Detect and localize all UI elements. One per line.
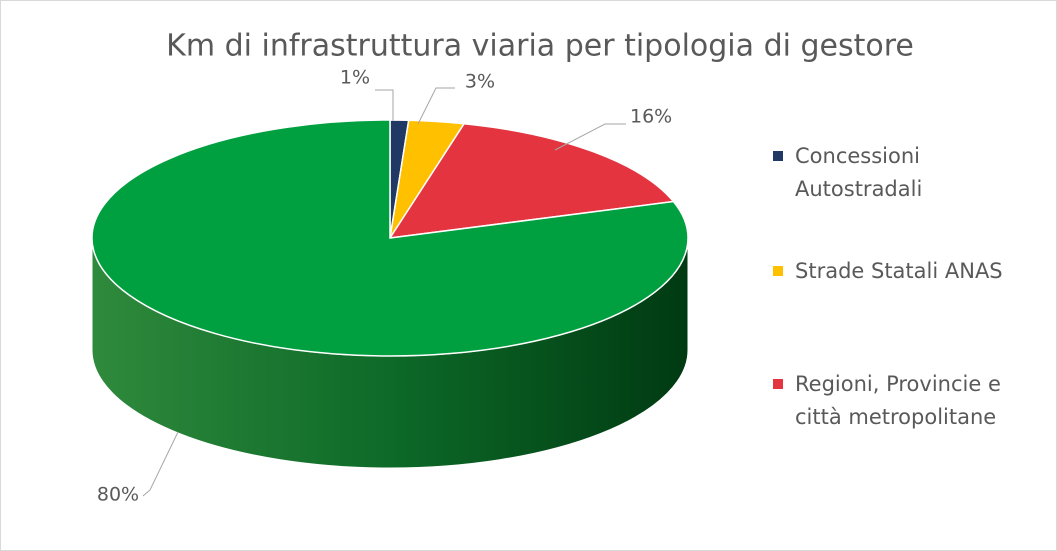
data-label: 1% xyxy=(340,67,370,89)
leader-line xyxy=(375,89,394,121)
leader-line xyxy=(417,87,455,125)
data-label: 3% xyxy=(465,71,495,93)
data-label: 80% xyxy=(97,484,139,506)
legend-label: Regioni, Provincie e città metropolitane xyxy=(795,372,1001,429)
pie-slice xyxy=(91,119,689,357)
leader-line xyxy=(142,431,179,497)
legend-label: Strade Statali ANAS xyxy=(795,259,1003,283)
pie-slice xyxy=(388,122,675,239)
legend-swatch xyxy=(773,266,783,276)
legend-swatch xyxy=(773,379,783,389)
legend-swatch xyxy=(773,151,783,161)
legend-label: Concessioni Autostradali xyxy=(795,144,923,201)
chart-title: Km di infrastruttura viaria per tipologi… xyxy=(166,29,914,64)
leader-line xyxy=(554,123,626,151)
data-label: 16% xyxy=(630,106,672,128)
